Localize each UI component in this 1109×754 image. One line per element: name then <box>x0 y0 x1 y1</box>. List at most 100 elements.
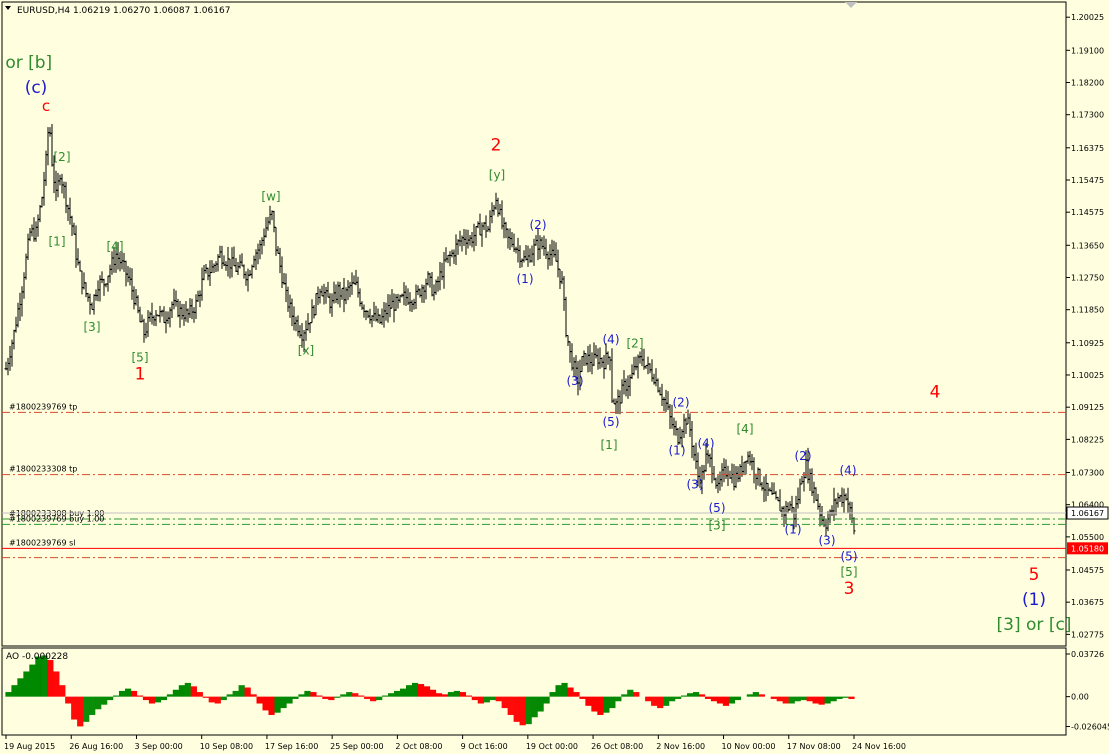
time-tick-label: 19 Oct 00:00 <box>526 742 578 751</box>
price-bar <box>542 235 546 256</box>
price-bar <box>740 455 744 477</box>
price-bar <box>350 272 354 295</box>
wave-label: (3) <box>567 374 584 388</box>
price-bar <box>118 252 122 272</box>
wave-label: [2] <box>627 336 644 350</box>
current-price-label: 1.06167 <box>1071 509 1104 518</box>
price-bar <box>64 181 68 214</box>
price-bar <box>240 253 244 267</box>
price-bar <box>402 282 406 306</box>
price-bar <box>246 268 250 292</box>
price-tick-label: 1.10025 <box>1071 371 1104 380</box>
price-bar <box>394 294 398 311</box>
price-bar <box>346 280 350 301</box>
order-level-label: #1800233308 tp <box>9 465 77 474</box>
price-bar <box>322 283 326 305</box>
price-bar <box>282 273 286 285</box>
price-bar <box>538 235 542 260</box>
wave-label: (c) <box>25 78 48 98</box>
price-bar <box>314 293 318 316</box>
time-tick-label: 26 Aug 16:00 <box>69 742 123 751</box>
wave-label: (1) <box>785 522 802 536</box>
price-bar <box>342 277 346 313</box>
price-bar <box>230 247 234 278</box>
time-tick-label: 9 Oct 16:00 <box>461 742 508 751</box>
price-bar <box>508 228 512 251</box>
price-bar <box>440 262 444 281</box>
price-bar <box>260 237 264 255</box>
wave-label: (1) <box>517 272 534 286</box>
wave-label: (5) <box>841 549 858 563</box>
wave-label: [3] <box>709 519 726 533</box>
price-bar <box>292 306 296 331</box>
wave-label: (2) <box>673 395 690 409</box>
price-bar <box>836 492 840 508</box>
price-bar <box>404 285 408 307</box>
price-bar <box>8 345 12 371</box>
price-tick-label: 1.06400 <box>1071 501 1104 510</box>
price-bar <box>620 379 624 404</box>
price-bar <box>410 299 414 313</box>
wave-label: (1) <box>1022 590 1046 610</box>
price-bar <box>184 301 188 322</box>
price-bar <box>348 281 352 298</box>
price-bar <box>186 308 190 323</box>
price-bar <box>340 287 344 300</box>
price-bar <box>262 228 266 246</box>
price-bar <box>448 251 452 267</box>
price-bar <box>716 475 720 494</box>
price-tick-label: 1.16375 <box>1071 144 1104 153</box>
price-bar <box>18 292 22 321</box>
price-bar <box>154 310 158 327</box>
price-bar <box>164 311 168 334</box>
price-bar <box>778 489 782 512</box>
price-bar <box>798 478 802 504</box>
price-bar <box>712 466 716 481</box>
price-bar <box>354 269 358 286</box>
price-bar <box>278 247 282 274</box>
price-bar <box>392 293 396 323</box>
price-tick-label: 1.07300 <box>1071 468 1104 477</box>
price-tick-label: 1.17300 <box>1071 111 1104 120</box>
price-bar <box>476 221 480 229</box>
price-bar <box>774 490 778 500</box>
price-bar <box>42 171 46 206</box>
price-bar <box>470 232 474 248</box>
wave-label: [3] or [c] <box>997 615 1072 635</box>
price-bar <box>826 511 830 532</box>
price-bar <box>646 356 650 375</box>
price-bar <box>548 244 552 266</box>
price-bar <box>308 322 312 334</box>
price-bar <box>562 276 566 311</box>
price-bar <box>286 286 290 312</box>
price-bar <box>172 288 176 310</box>
time-tick-label: 3 Sep 00:00 <box>134 742 182 751</box>
price-bar <box>174 290 178 307</box>
price-bar <box>420 284 424 303</box>
price-bar <box>248 270 252 277</box>
price-bar <box>284 273 288 303</box>
price-bar <box>564 296 568 338</box>
price-bar <box>56 172 60 198</box>
time-tick-label: 17 Sep 16:00 <box>265 742 318 751</box>
price-bar <box>196 290 200 302</box>
price-bar <box>540 237 544 250</box>
wave-label: (4) <box>840 463 857 477</box>
price-bar <box>200 267 204 301</box>
wave-label: (1) <box>669 444 686 458</box>
price-tick-label: 1.19100 <box>1071 46 1104 55</box>
price-bar <box>458 230 462 247</box>
price-bar <box>272 210 276 233</box>
price-tick-label: 1.04575 <box>1071 566 1104 575</box>
price-bar <box>560 271 564 285</box>
wave-label: (5) <box>603 415 620 429</box>
price-bar <box>326 281 330 298</box>
price-bar <box>506 228 510 249</box>
price-bar <box>330 293 334 317</box>
price-bar <box>524 245 528 261</box>
price-bar <box>80 270 84 295</box>
price-bar <box>606 351 610 365</box>
price-bar <box>842 488 846 513</box>
